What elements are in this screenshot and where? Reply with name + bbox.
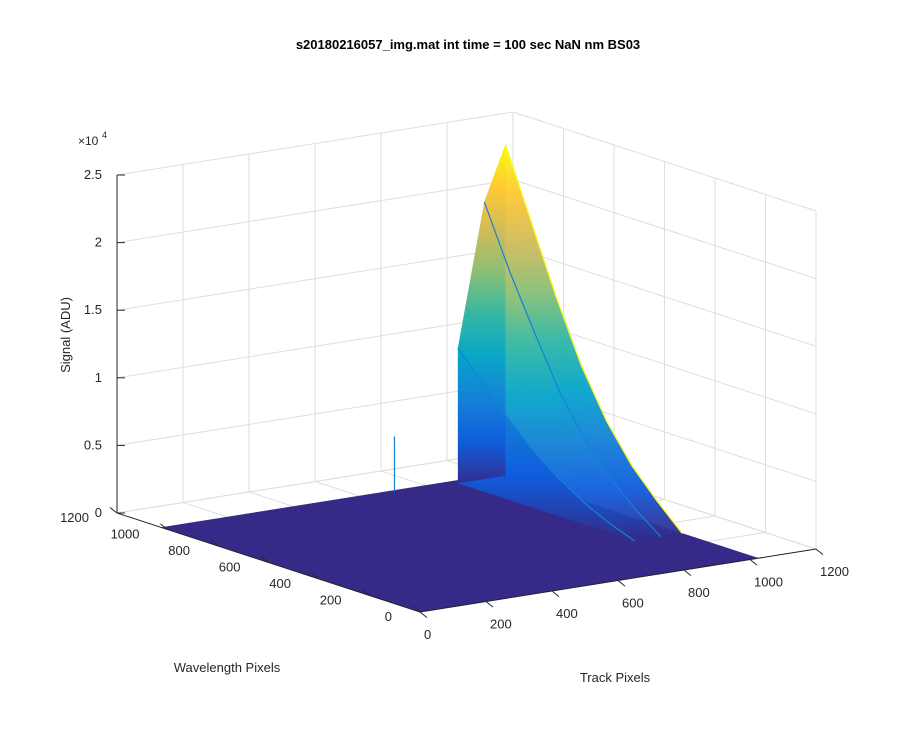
surface-ridge-face bbox=[484, 144, 683, 537]
z-tick-label: 1 bbox=[95, 370, 102, 385]
surface-ridge-face bbox=[457, 201, 661, 541]
y-tick-label: 200 bbox=[320, 593, 342, 608]
grid-line-y-floor bbox=[116, 449, 514, 514]
z-tick-label: 1.5 bbox=[84, 302, 102, 317]
x-tick-label: 0 bbox=[424, 627, 431, 642]
surface-profile-line bbox=[483, 201, 662, 538]
x-axis-label: Track Pixels bbox=[580, 670, 651, 685]
y-tick-mark bbox=[261, 556, 269, 563]
z-tick-label: 0 bbox=[95, 505, 102, 520]
x-tick-label: 1000 bbox=[754, 575, 783, 590]
y-tick-label: 1200 bbox=[60, 510, 89, 525]
x-tick-label: 800 bbox=[688, 585, 710, 600]
axes bbox=[109, 174, 824, 618]
y-tick-mark bbox=[109, 507, 118, 514]
y-tick-label: 0 bbox=[385, 609, 392, 624]
surface-plot bbox=[161, 144, 758, 613]
grid-line-z-backwall bbox=[116, 246, 514, 311]
y-tick-mark bbox=[311, 573, 320, 580]
x-tick-label: 200 bbox=[490, 617, 512, 632]
y-axis-label: Wavelength Pixels bbox=[174, 660, 281, 675]
y-tick-mark bbox=[362, 589, 370, 596]
chart-title: s20180216057_img.mat int time = 100 sec … bbox=[296, 37, 640, 52]
x-tick-mark bbox=[749, 559, 758, 566]
y-tick-mark bbox=[210, 540, 219, 547]
z-exponent-label: ×10 bbox=[78, 134, 99, 148]
y-tick-mark bbox=[160, 523, 168, 530]
z-tick-label: 0.5 bbox=[84, 437, 102, 452]
tick-labels: 0200400600800100012000200400600800100012… bbox=[60, 167, 849, 642]
x-tick-mark bbox=[683, 569, 692, 576]
z-tick-label: 2.5 bbox=[84, 167, 102, 182]
y-tick-label: 800 bbox=[168, 543, 190, 558]
grid-line-z-backwall bbox=[116, 381, 514, 446]
z-tick-label: 2 bbox=[95, 235, 102, 250]
y-tick-mark bbox=[412, 606, 421, 613]
grid-line-z-sidewall bbox=[512, 246, 817, 347]
surface-front-face bbox=[457, 348, 635, 541]
x-tick-mark bbox=[485, 601, 494, 608]
grid-line-z-sidewall bbox=[512, 179, 817, 280]
x-tick-label: 1200 bbox=[820, 564, 849, 579]
y-tick-label: 400 bbox=[269, 576, 291, 591]
surface-profile-line bbox=[457, 347, 636, 542]
surface-profile-line bbox=[504, 144, 683, 534]
axis-labels: s20180216057_img.mat int time = 100 sec … bbox=[58, 37, 651, 685]
y-tick-label: 1000 bbox=[111, 527, 140, 542]
y-tick-label: 600 bbox=[219, 560, 241, 575]
z-axis-label: Signal (ADU) bbox=[58, 297, 73, 373]
grid-line-z-backwall bbox=[116, 111, 514, 176]
x-tick-mark bbox=[551, 590, 560, 597]
grid-line-z-backwall bbox=[116, 179, 514, 244]
x-tick-label: 600 bbox=[622, 596, 644, 611]
grid-line-z-sidewall bbox=[512, 111, 817, 212]
x-tick-mark bbox=[419, 611, 428, 618]
x-tick-mark bbox=[617, 580, 626, 587]
grid-line-z-backwall bbox=[116, 314, 514, 379]
x-tick-mark bbox=[815, 548, 824, 555]
z-exponent-power: 4 bbox=[102, 130, 107, 140]
x-tick-label: 400 bbox=[556, 606, 578, 621]
